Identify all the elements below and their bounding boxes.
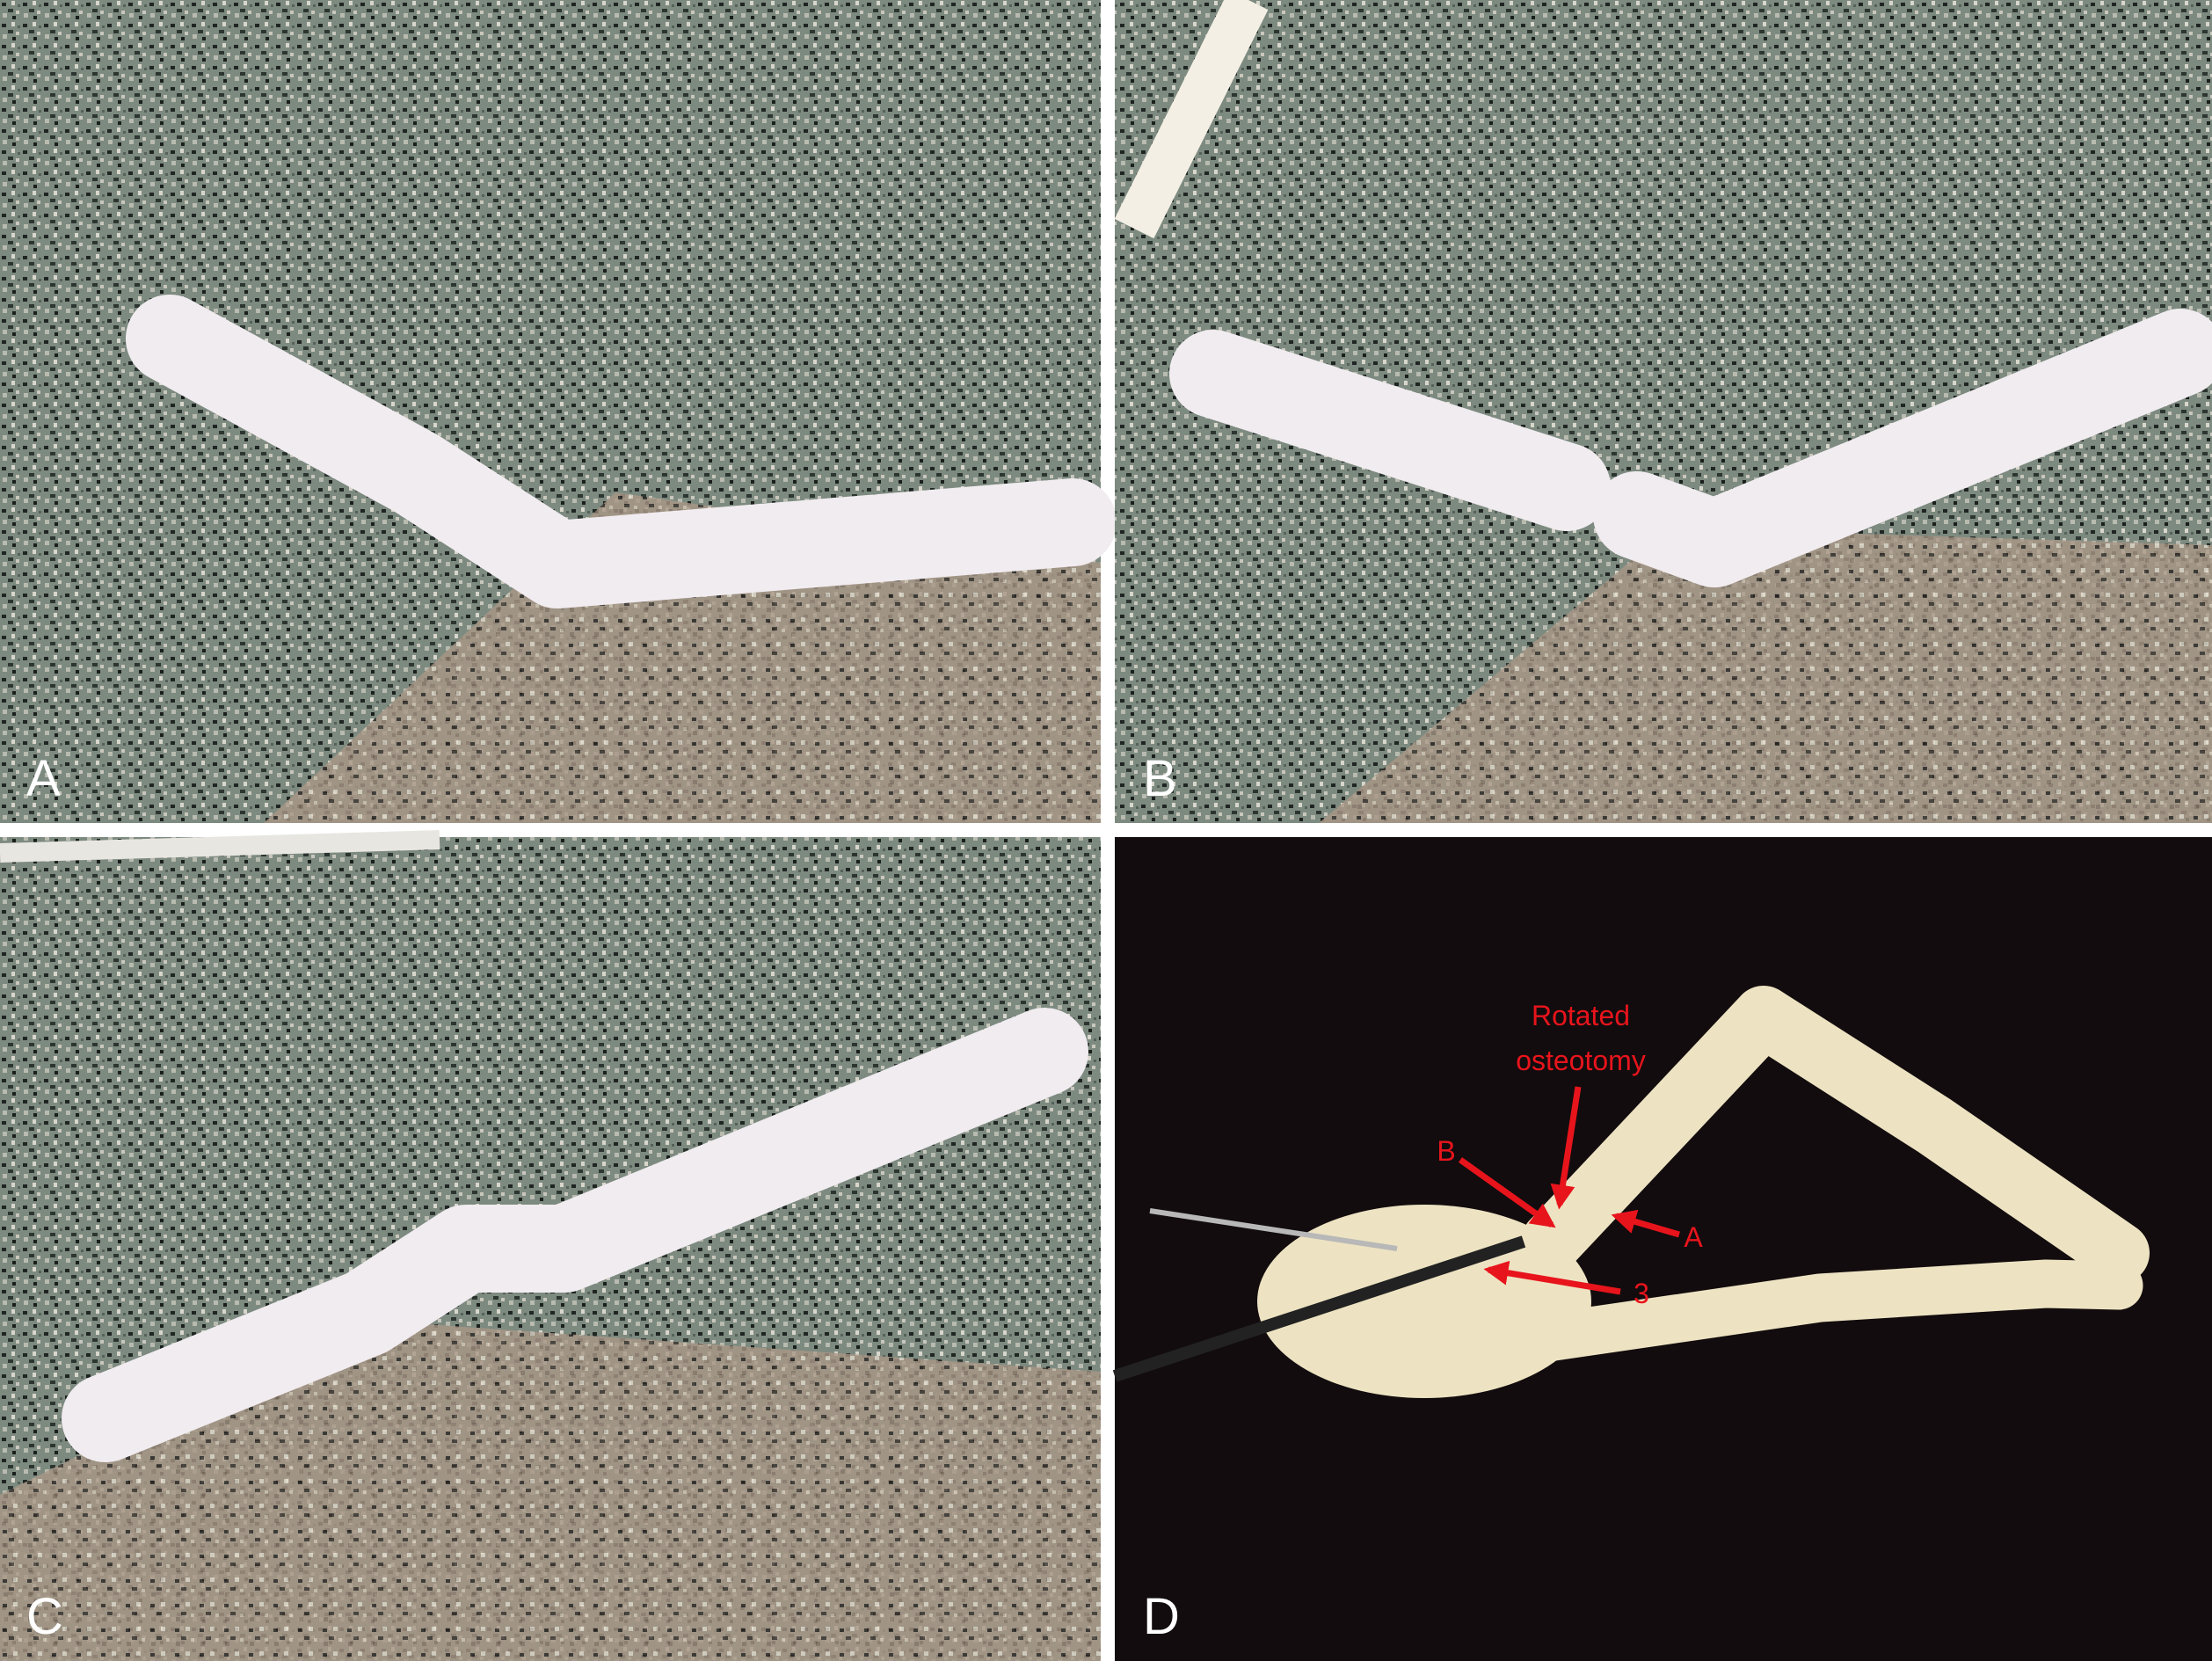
annotation: 3 (1634, 1278, 1649, 1309)
callout-line: Rotated (1532, 1000, 1630, 1031)
panel-d-background (1115, 837, 2212, 1661)
panel-b-shade (1319, 528, 2212, 823)
panel-c-shade (0, 1319, 1101, 1661)
panel-label: C (26, 1588, 63, 1645)
arrow (1611, 1209, 1680, 1238)
pin (1149, 1208, 1398, 1251)
annotation: B (1437, 1135, 1455, 1167)
panel-label: A (26, 750, 61, 807)
arrow (1483, 1260, 1621, 1295)
bone-lower (1499, 1259, 2143, 1366)
instrument (1112, 1235, 1526, 1382)
candle (126, 295, 1117, 608)
arrow (1458, 1157, 1556, 1228)
candle-piece (1593, 309, 2212, 587)
marker-pen (0, 830, 440, 863)
marker-pen (1114, 0, 1269, 239)
panel-label: D (1143, 1588, 1180, 1645)
candle (62, 1008, 1088, 1462)
annotation: A (1684, 1221, 1703, 1253)
bone-upper (1521, 986, 2150, 1284)
candle-piece (1169, 330, 1611, 531)
panel-label: B (1143, 750, 1177, 807)
arrow (1550, 1086, 1582, 1210)
callout-line: osteotomy (1516, 1045, 1646, 1076)
